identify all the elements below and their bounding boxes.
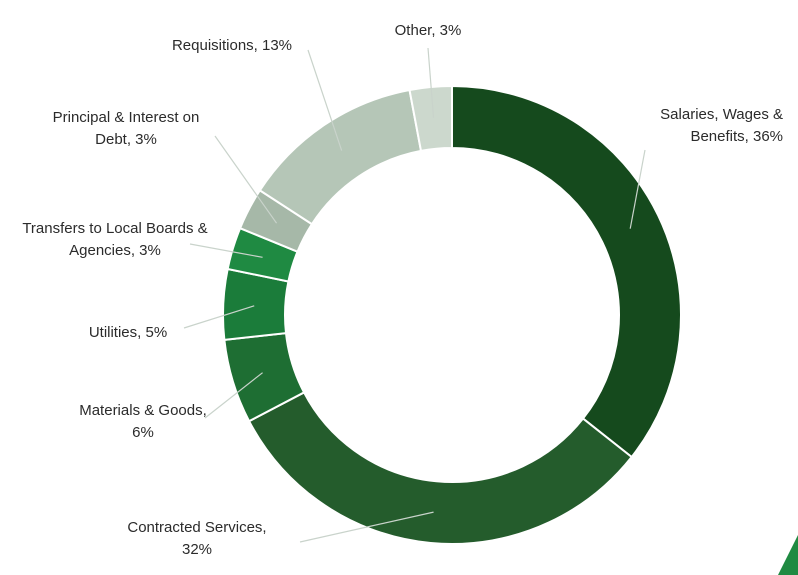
slice-label-line: 32% <box>182 541 212 558</box>
slice-label: Principal & Interest on Debt, 3% <box>53 109 200 148</box>
slice-label: Other, 3% <box>395 22 462 39</box>
slice-label-line: 6% <box>132 424 154 441</box>
slice-label-line: Salaries, Wages & <box>660 106 783 123</box>
slice-label-line: Other, 3% <box>395 22 462 39</box>
leader-line <box>307 49 343 151</box>
slice-label: Materials & Goods, 6% <box>79 402 207 441</box>
leader-line <box>299 511 434 543</box>
leader-line <box>204 372 263 419</box>
slice-other <box>408 84 453 153</box>
slice-label-line: Benefits, 36% <box>690 128 783 145</box>
slice-label-line: Transfers to Local Boards & <box>22 220 207 237</box>
leader-lines <box>183 47 646 543</box>
leader-line <box>427 47 435 118</box>
slice-label-line: Materials & Goods, <box>79 402 207 419</box>
slice-salaries-wages-benefits <box>451 84 682 459</box>
leader-line <box>183 305 255 329</box>
leader-line <box>214 135 278 224</box>
corner-accent-shape <box>778 535 798 575</box>
slice-contracted-services <box>247 391 634 545</box>
slice-label: Transfers to Local Boards & Agencies, 3% <box>22 220 207 259</box>
slice-label: Requisitions, 13% <box>172 37 292 54</box>
donut-slices <box>222 84 682 545</box>
slice-label: Utilities, 5% <box>89 324 167 341</box>
leader-line <box>189 243 263 258</box>
slice-labels: Salaries, Wages & Benefits, 36% Contracted… <box>22 22 783 558</box>
slice-label-line: Requisitions, 13% <box>172 37 292 54</box>
slice-label-line: Utilities, 5% <box>89 324 167 341</box>
leader-line <box>629 149 646 229</box>
slice-label-line: Contracted Services, <box>127 519 266 536</box>
slice-label: Contracted Services, 32% <box>127 519 266 558</box>
slice-label-line: Agencies, 3% <box>69 242 161 259</box>
slice-requisitions <box>258 88 423 226</box>
slice-label-line: Principal & Interest on <box>53 109 200 126</box>
slice-label-line: Debt, 3% <box>95 131 157 148</box>
slice-label: Salaries, Wages & Benefits, 36% <box>660 106 783 145</box>
